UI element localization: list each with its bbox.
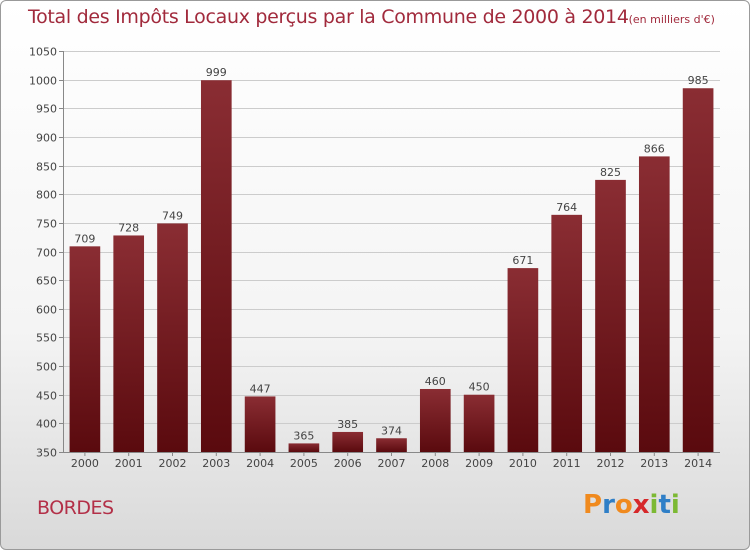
- data-label: 866: [644, 142, 665, 155]
- y-tick-label: 650: [36, 275, 57, 288]
- x-tick-labels: 2000 2001 2002 2003 2004 2005 2006 2007 2008 2009…: [71, 457, 712, 470]
- proxiti-logo[interactable]: Proxiti: [583, 490, 680, 520]
- logo-letter: r: [602, 490, 615, 520]
- x-tick-label: 2011: [553, 457, 581, 470]
- y-tick-label: 350: [36, 447, 57, 460]
- y-tick-label: 700: [36, 247, 57, 260]
- x-tick-label: 2001: [115, 457, 143, 470]
- logo-letter: t: [658, 490, 671, 520]
- bar: [200, 80, 232, 453]
- x-tick-label: 2010: [509, 457, 537, 470]
- data-label: 999: [206, 66, 227, 79]
- chart-title-unit: (en milliers d'€): [628, 13, 715, 26]
- logo-letter: i: [670, 490, 680, 520]
- data-label: 749: [162, 209, 183, 222]
- x-tick-label: 2008: [421, 457, 449, 470]
- bars: [69, 80, 714, 453]
- logo-letter: P: [583, 490, 603, 520]
- bar: [419, 388, 451, 452]
- bar: [69, 246, 101, 452]
- y-tick-label: 1000: [29, 75, 57, 88]
- x-tick-label: 2003: [202, 457, 230, 470]
- y-tick-label: 600: [36, 304, 57, 317]
- x-tick-label: 2007: [378, 457, 406, 470]
- data-label: 450: [469, 381, 490, 394]
- x-tick-label: 2005: [290, 457, 318, 470]
- x-tick-label: 2006: [334, 457, 362, 470]
- axes: [59, 51, 720, 456]
- commune-name: BORDES: [37, 497, 114, 519]
- bar: [638, 156, 670, 453]
- y-tick-label: 400: [36, 418, 57, 431]
- y-tick-label: 1050: [29, 46, 57, 59]
- data-label: 825: [600, 166, 621, 179]
- chart-title-main: Total des Impôts Locaux perçus par la Co…: [28, 6, 629, 28]
- data-label: 985: [688, 74, 709, 87]
- data-label: 764: [556, 201, 577, 214]
- data-label: 365: [293, 429, 314, 442]
- y-tick-labels: 350 400 450 500 550 600 650 700 750 800 850 900 950 1…: [29, 46, 57, 460]
- bar: [507, 268, 539, 452]
- logo-letter: x: [632, 490, 650, 520]
- y-tick-label: 850: [36, 161, 57, 174]
- bar: [113, 235, 145, 452]
- bar: [682, 88, 714, 452]
- y-tick-label: 500: [36, 361, 57, 374]
- data-labels: 709 728 749 999 447 365 385 374 460 450 671 764 825 8…: [74, 66, 708, 442]
- x-tick-label: 2004: [246, 457, 274, 470]
- bar: [288, 443, 320, 452]
- bar: [376, 438, 407, 452]
- y-tick-label: 900: [36, 132, 57, 145]
- bar: [463, 394, 495, 452]
- bar: [157, 223, 188, 452]
- bar: [551, 214, 583, 452]
- data-label: 385: [337, 418, 358, 431]
- y-tick-label: 800: [36, 189, 57, 202]
- bar: [332, 431, 364, 452]
- y-tick-label: 950: [36, 103, 57, 116]
- data-label: 709: [74, 232, 95, 245]
- x-tick-label: 2000: [71, 457, 99, 470]
- bar: [595, 179, 626, 452]
- logo-letter: o: [614, 490, 633, 520]
- bar: [244, 396, 276, 452]
- data-label: 671: [512, 254, 533, 267]
- x-tick-label: 2013: [640, 457, 668, 470]
- data-label: 728: [118, 221, 139, 234]
- x-tick-label: 2012: [597, 457, 625, 470]
- y-tick-label: 550: [36, 332, 57, 345]
- logo-letter: i: [649, 490, 659, 520]
- x-tick-label: 2014: [684, 457, 712, 470]
- x-tick-label: 2002: [159, 457, 187, 470]
- data-label: 460: [425, 375, 446, 388]
- x-tick-label: 2009: [465, 457, 493, 470]
- y-tick-label: 750: [36, 218, 57, 231]
- data-label: 447: [250, 382, 271, 395]
- y-tick-label: 450: [36, 390, 57, 403]
- data-label: 374: [381, 424, 402, 437]
- chart-title: Total des Impôts Locaux perçus par la Co…: [28, 6, 715, 28]
